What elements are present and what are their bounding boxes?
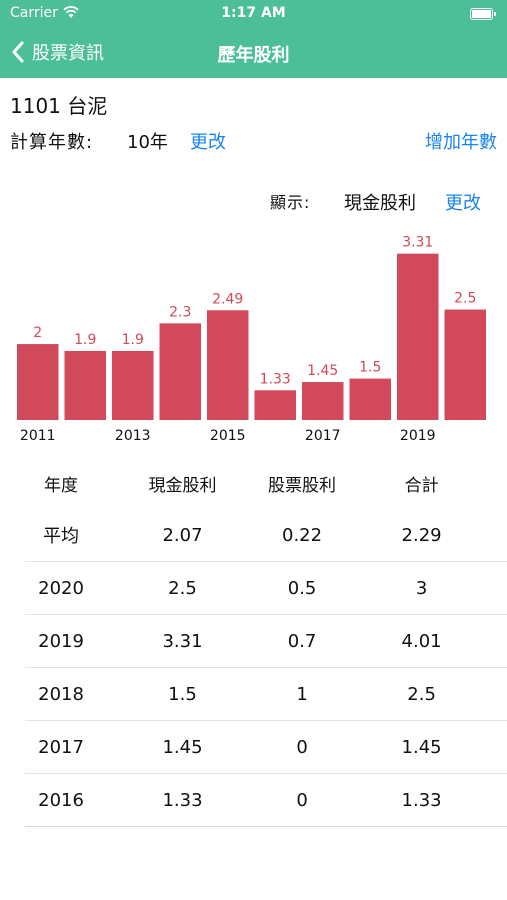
- stock-title: 1101 台泥: [10, 94, 108, 118]
- table-row: 2020 2.5 0.5 3: [25, 562, 507, 615]
- display-value: 現金股利: [344, 193, 416, 214]
- cell-stock: 0.7: [287, 630, 317, 652]
- dividend-table: 年度 現金股利 股票股利 合計 平均 2.07 0.22 2.29 2020 2…: [25, 457, 507, 827]
- chart-x-tick-label: 2019: [400, 428, 436, 444]
- chart-bar-2019: [397, 253, 439, 420]
- years-row: 計算年數: 10年 更改 增加年數: [10, 128, 497, 156]
- display-row: 顯示: 現金股利 更改: [270, 189, 490, 217]
- chart-bar-2020: [444, 309, 486, 420]
- chart-data-label: 2.49: [212, 291, 243, 307]
- chart-bar-2011: [17, 344, 59, 420]
- cell-cash: 1.33: [162, 789, 203, 811]
- cell-year: 2020: [38, 577, 84, 599]
- cell-cash: 2.5: [168, 577, 197, 599]
- cell-year: 2017: [38, 736, 84, 758]
- cell-stock: 0: [296, 789, 308, 811]
- wifi-icon: [63, 6, 79, 18]
- status-time: 1:17 AM: [221, 5, 286, 21]
- chart-bar-2013: [112, 350, 154, 420]
- chart-bar-2018: [349, 378, 391, 420]
- chart-data-label: 2.3: [169, 304, 191, 320]
- change-display-button[interactable]: 更改: [445, 193, 481, 214]
- add-years-button[interactable]: 增加年數: [425, 132, 497, 153]
- cell-total: 2.29: [401, 524, 442, 546]
- cell-year: 平均: [43, 526, 80, 547]
- table-row: 2016 1.33 0 1.33: [25, 774, 507, 827]
- change-years-button[interactable]: 更改: [190, 132, 226, 153]
- cell-stock: 0: [296, 736, 308, 758]
- cell-total: 2.5: [407, 683, 436, 705]
- display-label: 顯示:: [270, 193, 311, 212]
- chart-bar-2017: [302, 382, 344, 420]
- cell-cash: 2.07: [162, 524, 203, 546]
- table-row: 2017 1.45 0 1.45: [25, 721, 507, 774]
- table-row-average: 平均 2.07 0.22 2.29: [25, 509, 507, 562]
- cell-total: 1.45: [401, 736, 442, 758]
- chart-data-label: 1.45: [307, 363, 338, 379]
- app-header: Carrier 1:17 AM 股票資訊 歷年股利: [0, 0, 507, 78]
- cell-stock: 1: [296, 683, 308, 705]
- header-stock-dividend: 股票股利: [268, 475, 337, 496]
- chart-data-label: 3.31: [402, 235, 433, 251]
- back-button-label: 股票資訊: [32, 43, 104, 64]
- years-value: 10年: [127, 132, 168, 153]
- header-year: 年度: [44, 475, 79, 496]
- status-bar: Carrier 1:17 AM: [0, 0, 507, 28]
- chart-data-label: 1.5: [359, 360, 381, 376]
- table-header: 年度 現金股利 股票股利 合計: [25, 457, 507, 509]
- cell-cash: 3.31: [162, 630, 203, 652]
- chart-bar-2012: [64, 350, 106, 420]
- cell-cash: 1.45: [162, 736, 203, 758]
- chart-data-label: 1.9: [74, 332, 96, 348]
- battery-icon: [470, 8, 496, 20]
- cell-stock: 0.5: [287, 577, 317, 599]
- chart-x-tick-label: 2017: [305, 428, 341, 444]
- chart-bar-2014: [159, 323, 201, 420]
- table-row: 2019 3.31 0.7 4.01: [25, 615, 507, 668]
- cell-year: 2016: [38, 789, 84, 811]
- chart-x-tick-label: 2013: [115, 428, 151, 444]
- header-cash-dividend: 現金股利: [148, 475, 217, 496]
- chart-data-label: 2.5: [454, 291, 476, 307]
- chart-data-label: 1.33: [260, 371, 291, 387]
- table-row: 2018 1.5 1 2.5: [25, 668, 507, 721]
- cell-stock: 0.22: [282, 524, 323, 546]
- navigation-bar: 股票資訊 歷年股利: [0, 28, 507, 78]
- chart-bar-2016: [254, 390, 296, 420]
- dividend-bar-chart: 2 1.9 1.9 2.3 2.49 1.33 1.45 1.5 3.31 2.5 2011 2013…: [17, 235, 486, 444]
- chart-data-label: 1.9: [122, 332, 144, 348]
- chart-bar-2015: [207, 310, 249, 420]
- cell-year: 2018: [38, 683, 84, 705]
- chart-data-label: 2: [33, 325, 42, 341]
- chart-x-tick-label: 2015: [210, 428, 246, 444]
- carrier-label: Carrier: [10, 5, 58, 21]
- back-button[interactable]: 股票資訊: [10, 36, 104, 68]
- cell-total: 3: [415, 577, 428, 599]
- chart-x-tick-label: 2011: [20, 428, 56, 444]
- chevron-left-icon: [12, 41, 24, 63]
- cell-cash: 1.5: [168, 683, 197, 705]
- years-label: 計算年數:: [10, 132, 94, 153]
- cell-total: 4.01: [401, 630, 442, 652]
- cell-year: 2019: [38, 630, 84, 652]
- cell-total: 1.33: [401, 789, 442, 811]
- header-total: 合計: [404, 475, 439, 496]
